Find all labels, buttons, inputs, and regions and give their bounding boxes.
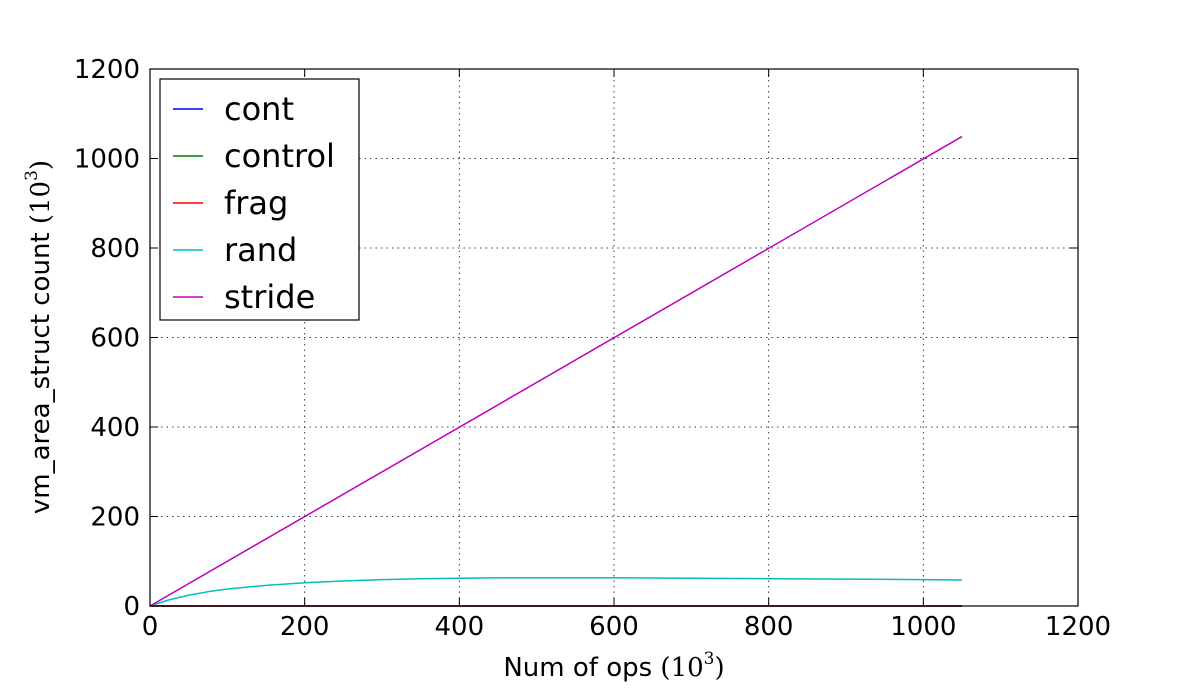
y-tick-label: 0 xyxy=(123,592,140,622)
y-axis-label: vm_area_struct count (103) xyxy=(22,160,56,514)
y-tick-label: 1000 xyxy=(74,145,140,175)
legend-label-cont: cont xyxy=(224,90,294,128)
y-tick-label: 400 xyxy=(90,413,140,443)
x-axis-unit-exp: 3 xyxy=(704,649,715,669)
y-tick-label: 600 xyxy=(90,324,140,354)
x-tick-label: 0 xyxy=(142,612,159,642)
series-line-stride xyxy=(149,135,963,607)
y-axis-unit-base: (10 xyxy=(26,181,56,224)
y-axis-label-text: vm_area_struct count xyxy=(26,224,56,514)
x-axis-label: Num of ops (103) xyxy=(503,649,724,683)
legend-label-stride: stride xyxy=(224,278,315,316)
legend-label-control: control xyxy=(224,137,335,175)
x-tick-label: 1000 xyxy=(890,612,956,642)
x-tick-label: 1200 xyxy=(1045,612,1111,642)
x-tick-label: 800 xyxy=(744,612,794,642)
y-axis-unit-close: ) xyxy=(26,160,56,170)
y-tick-labels: 0 200 400 600 800 1000 1200 xyxy=(74,55,140,622)
legend-label-rand: rand xyxy=(224,231,297,269)
x-tick-label: 600 xyxy=(589,612,639,642)
x-tick-labels: 0 200 400 600 800 1000 1200 xyxy=(142,612,1111,642)
x-axis-unit-base: (10 xyxy=(660,653,703,683)
legend: cont control frag rand stride xyxy=(159,78,360,321)
y-tick-label: 1200 xyxy=(74,55,140,85)
x-axis-label-text: Num of ops xyxy=(503,653,660,683)
series-line-rand xyxy=(149,577,963,607)
legend-label-frag: frag xyxy=(224,184,288,222)
legend-box xyxy=(159,78,360,321)
x-tick-label: 200 xyxy=(280,612,330,642)
y-tick-label: 800 xyxy=(90,234,140,264)
y-tick-label: 200 xyxy=(90,503,140,533)
x-tick-label: 400 xyxy=(435,612,485,642)
axis-ticks xyxy=(149,68,1079,607)
x-axis-unit-close: ) xyxy=(714,653,724,683)
y-axis-unit-exp: 3 xyxy=(22,170,42,181)
